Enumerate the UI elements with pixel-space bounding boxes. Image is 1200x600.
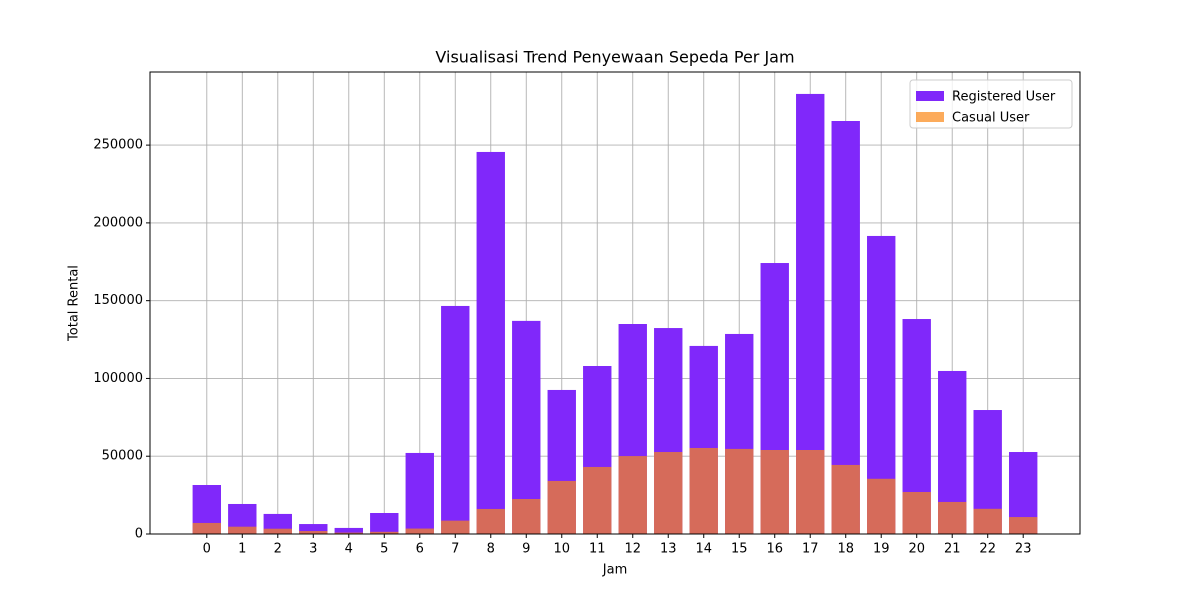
bar [725,448,754,534]
plot-frame [149,71,1081,535]
x-tick-label: 6 [416,542,424,557]
x-tick-label: 18 [837,542,854,557]
bar [512,320,541,534]
x-tick-label: 16 [766,542,783,557]
legend-label: Casual User [952,111,1030,126]
bar [1009,517,1038,534]
x-tick-label: 9 [522,542,530,557]
bar [299,531,328,534]
bar [334,532,363,534]
bar [831,464,860,534]
y-tick-label: 50000 [102,449,143,464]
legend: Registered User Casual User [909,79,1073,129]
x-tick-label: 7 [451,542,459,557]
bar [476,508,505,534]
bar [796,450,825,534]
legend-swatch [916,112,944,122]
x-tick-label: 17 [802,542,819,557]
y-tick-label: 0 [135,527,143,542]
x-tick-label: 8 [487,542,495,557]
bar [441,305,470,534]
bar [263,528,292,534]
legend-label: Registered User [952,90,1056,105]
bar [583,466,612,534]
x-tick-label: 14 [695,542,712,557]
x-tick-label: 22 [979,542,996,557]
x-axis-label: Jam [602,563,627,578]
bar [867,478,896,534]
bar [192,522,221,534]
bars [192,93,1038,534]
bar [370,531,399,534]
bar [405,452,434,534]
x-tick-label: 15 [731,542,748,557]
bar [299,524,328,534]
y-tick-label: 150000 [93,293,143,308]
x-tick-label: 3 [309,542,317,557]
x-tick-label: 21 [944,542,961,557]
chart-title: Visualisasi Trend Penyewaan Sepeda Per J… [435,48,794,67]
x-tick-label: 2 [274,542,282,557]
bar [512,499,541,534]
bar [441,520,470,534]
bar [654,452,683,534]
y-tick-label: 250000 [93,138,143,153]
x-tick-label: 23 [1015,542,1032,557]
y-axis-label: Total Rental [67,265,82,342]
bar [405,528,434,534]
bar [938,501,967,534]
x-tick-label: 12 [624,542,641,557]
y-tick-label: 200000 [93,215,143,230]
bar [370,513,399,534]
x-tick-label: 20 [908,542,925,557]
bar [973,508,1002,534]
bar [902,492,931,534]
bar [547,480,576,534]
legend-swatch [916,91,944,101]
x-tick-label: 5 [380,542,388,557]
bar [760,450,789,534]
bar [618,456,647,534]
x-tick-label: 1 [238,542,246,557]
x-tick-label: 13 [660,542,677,557]
x-tick-label: 11 [589,542,606,557]
y-tick-label: 100000 [93,371,143,386]
x-tick-label: 19 [873,542,890,557]
bar [334,527,363,534]
bar [689,447,718,534]
x-tick-label: 10 [553,542,570,557]
legend-box [909,79,1073,129]
bar [228,526,257,534]
x-tick-label: 0 [203,542,211,557]
x-tick-label: 4 [345,542,353,557]
bar [476,151,505,534]
